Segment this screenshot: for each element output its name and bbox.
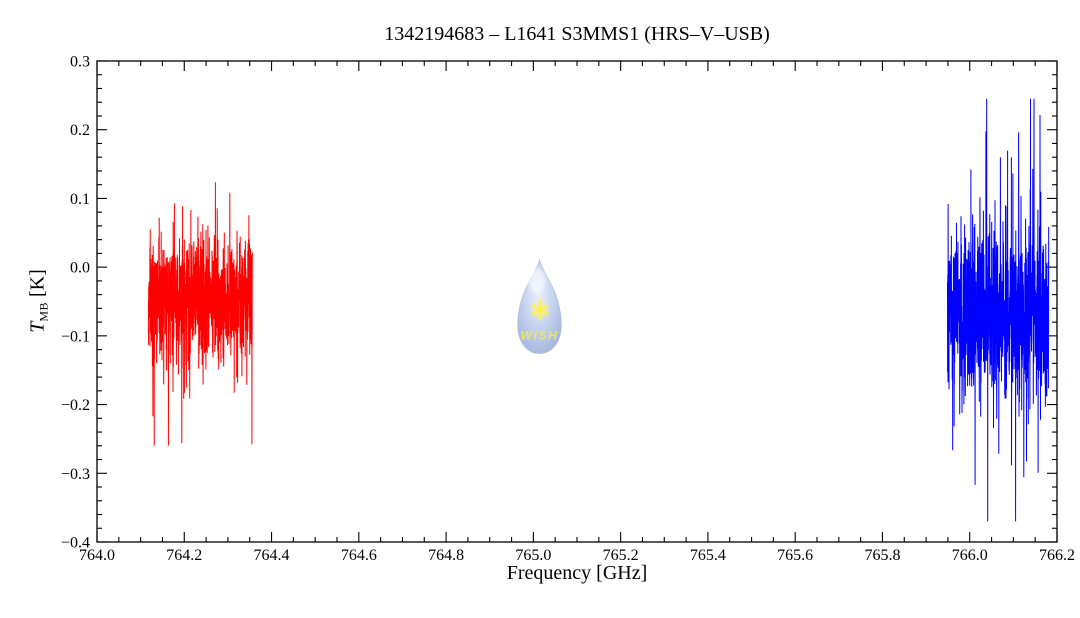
x-tick-label: 765.6 (777, 547, 813, 564)
watermark-text: WISH (521, 328, 559, 342)
x-tick-label: 765.0 (515, 547, 551, 564)
wish-watermark-logo: WISH (517, 259, 562, 354)
y-tick-label: −0.4 (61, 535, 90, 552)
x-tick-label: 765.8 (864, 547, 900, 564)
y-tick-label: −0.2 (61, 397, 90, 414)
left-subband-red-spectrum (148, 182, 253, 446)
plot-title: 1342194683 – L1641 S3MMS1 (HRS–V–USB) (384, 23, 770, 45)
star-icon (531, 299, 549, 321)
y-tick-label: 0.2 (70, 122, 90, 139)
x-tick-label: 764.2 (166, 547, 202, 564)
y-tick-label: −0.1 (61, 328, 90, 345)
right-subband-blue-spectrum (947, 98, 1050, 522)
x-tick-label: 766.0 (952, 547, 988, 564)
x-tick-label: 766.2 (1039, 547, 1075, 564)
x-tick-label: 765.2 (603, 547, 639, 564)
x-tick-label: 764.8 (428, 547, 464, 564)
x-axis-label: Frequency [GHz] (506, 562, 648, 584)
y-tick-label: −0.3 (61, 466, 90, 483)
y-tick-label: 0.0 (70, 260, 90, 277)
x-tick-label: 764.0 (79, 547, 115, 564)
x-tick-label: 765.4 (690, 547, 726, 564)
drop-highlight (528, 268, 546, 293)
x-tick-label: 764.6 (341, 547, 377, 564)
y-tick-label: 0.1 (70, 191, 90, 208)
x-tick-label: 764.4 (254, 547, 290, 564)
y-tick-label: 0.3 (70, 54, 90, 71)
